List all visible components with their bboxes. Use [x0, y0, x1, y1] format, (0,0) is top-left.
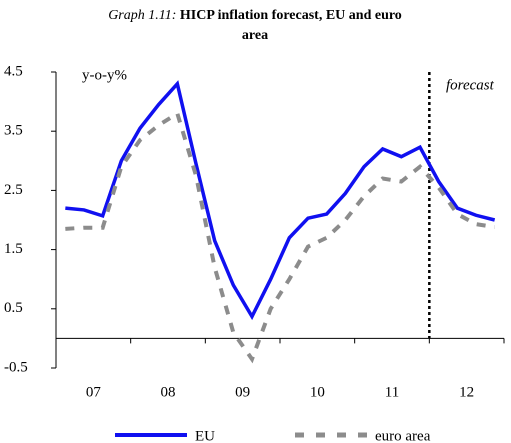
x-tick-label: 09: [235, 384, 250, 400]
series-line: [65, 80, 496, 321]
x-tick-label: 12: [459, 384, 474, 400]
x-tick-label: 11: [385, 384, 399, 400]
title-main: HICP inflation forecast, EU and euro: [180, 8, 402, 23]
chart-title: Graph 1.11: HICP inflation forecast, EU …: [108, 8, 402, 23]
title-prefix: Graph 1.11:: [108, 8, 176, 23]
x-tick-label: 07: [86, 384, 102, 400]
chart-title-2: area: [242, 28, 268, 43]
x-tick-label: 08: [161, 384, 176, 400]
legend-label: euro area: [375, 428, 431, 443]
series-line: [65, 110, 495, 364]
y-tick-label: 1.5: [4, 241, 23, 257]
legend-label: EU: [195, 428, 215, 443]
x-tick-label: 10: [310, 384, 325, 400]
y-tick-label: 0.5: [4, 300, 23, 316]
y-tick-label: 2.5: [4, 182, 23, 198]
y-tick-label: 3.5: [4, 123, 23, 139]
forecast-label: forecast: [446, 77, 495, 93]
unit-label: y-o-y%: [82, 67, 127, 83]
y-tick-label: -0.5: [4, 359, 28, 375]
y-tick-label: 4.5: [4, 63, 23, 79]
